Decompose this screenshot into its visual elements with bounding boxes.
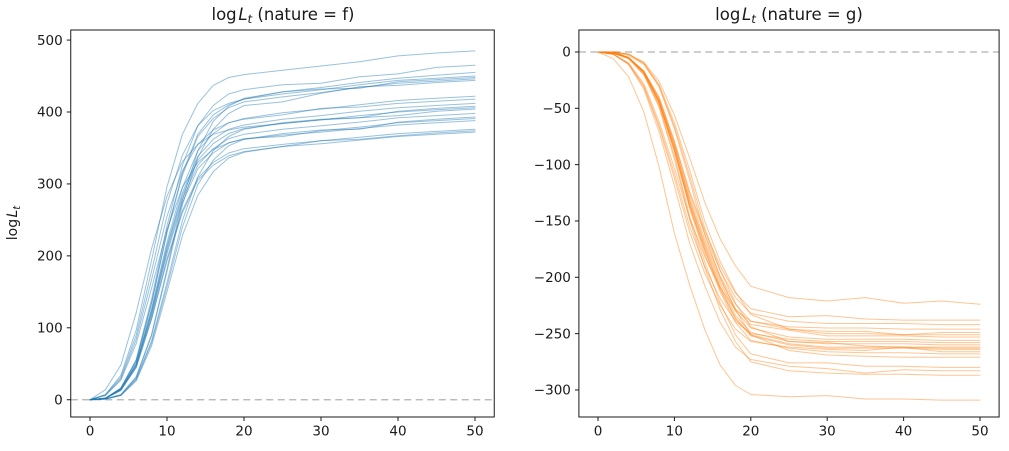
x-tick-label: 40 bbox=[389, 424, 406, 440]
title-subscript: t bbox=[751, 11, 756, 26]
y-tick-label: 400 bbox=[37, 105, 63, 121]
y-tick-label: 100 bbox=[37, 321, 63, 337]
y-tick-label: 0 bbox=[562, 45, 571, 61]
axes-frame bbox=[578, 29, 1000, 418]
series-line bbox=[89, 120, 476, 401]
y-tick-label: 500 bbox=[37, 33, 63, 49]
series-line bbox=[89, 118, 476, 401]
title-subscript: t bbox=[247, 11, 253, 26]
series-line bbox=[597, 51, 981, 368]
series-line bbox=[89, 75, 476, 401]
series-line bbox=[597, 51, 981, 401]
series-line bbox=[597, 51, 981, 355]
ylabel-prefix: log bbox=[5, 218, 22, 241]
series-line bbox=[597, 51, 981, 341]
y-tick-label: −150 bbox=[534, 214, 571, 230]
series-line bbox=[89, 107, 476, 401]
series-line bbox=[89, 95, 476, 401]
series-line bbox=[89, 116, 476, 401]
series-line bbox=[597, 51, 981, 346]
series-line bbox=[597, 51, 981, 330]
series-line bbox=[597, 51, 981, 358]
x-tick-label: 40 bbox=[895, 424, 912, 440]
series-line bbox=[597, 51, 981, 336]
title-suffix: (nature = g) bbox=[761, 5, 863, 24]
plot-title-nature-f: log Lt (nature = f) bbox=[71, 5, 495, 26]
series-line bbox=[89, 108, 476, 401]
x-tick-label: 50 bbox=[971, 424, 988, 440]
series-line bbox=[89, 130, 476, 401]
series-line bbox=[89, 98, 476, 401]
x-tick-label: 0 bbox=[594, 424, 603, 440]
x-tick-label: 30 bbox=[819, 424, 836, 440]
y-tick-label: 300 bbox=[37, 177, 63, 193]
y-tick-label: −300 bbox=[534, 383, 571, 399]
series-line bbox=[597, 51, 981, 374]
x-tick-label: 30 bbox=[312, 424, 329, 440]
title-suffix: (nature = f) bbox=[257, 5, 355, 24]
series-line bbox=[89, 71, 476, 401]
series-line bbox=[89, 131, 476, 401]
series-line bbox=[89, 64, 476, 401]
series-line bbox=[89, 78, 476, 401]
y-tick-label: 200 bbox=[37, 249, 63, 265]
series-line bbox=[89, 112, 476, 401]
x-tick-label: 0 bbox=[86, 424, 95, 440]
y-tick-label: −100 bbox=[534, 157, 571, 173]
ylabel-subscript: t bbox=[11, 205, 23, 210]
series-line bbox=[89, 77, 476, 401]
series-line bbox=[597, 51, 981, 338]
ylabel-symbol: L bbox=[5, 209, 22, 218]
series-line bbox=[89, 105, 476, 401]
series-line bbox=[597, 51, 981, 353]
series-line bbox=[597, 51, 981, 350]
series-line bbox=[597, 51, 981, 305]
series-line bbox=[89, 102, 476, 401]
series-line bbox=[89, 50, 476, 401]
x-tick-label: 10 bbox=[666, 424, 683, 440]
y-tick-label: −250 bbox=[534, 326, 571, 342]
series-line bbox=[597, 51, 981, 321]
y-tick-label: −50 bbox=[542, 101, 571, 117]
x-tick-label: 10 bbox=[158, 424, 175, 440]
series-line bbox=[597, 51, 981, 349]
title-symbol: L bbox=[238, 5, 248, 24]
series-line bbox=[597, 51, 981, 376]
axes-frame bbox=[70, 29, 495, 418]
x-tick-label: 50 bbox=[466, 424, 483, 440]
series-line bbox=[597, 51, 981, 348]
y-tick-label: 0 bbox=[54, 392, 63, 408]
subplot-1: 0 10 20 30 40 50 0 −50 −100 −150 −200 −250 −300 bbox=[534, 29, 1000, 440]
x-tick-label: 20 bbox=[742, 424, 759, 440]
series-line bbox=[597, 51, 981, 336]
y-tick-label: −200 bbox=[534, 270, 571, 286]
series-line bbox=[597, 51, 981, 326]
plot-title-nature-g: log Lt (nature = g) bbox=[579, 5, 999, 26]
series-line bbox=[597, 51, 981, 344]
series-line bbox=[89, 79, 476, 401]
y-axis-label: log Lt bbox=[5, 206, 23, 241]
title-prefix: log bbox=[715, 5, 741, 24]
series-line bbox=[89, 128, 476, 401]
title-prefix: log bbox=[211, 5, 237, 24]
x-tick-label: 20 bbox=[235, 424, 252, 440]
title-symbol: L bbox=[741, 5, 752, 24]
